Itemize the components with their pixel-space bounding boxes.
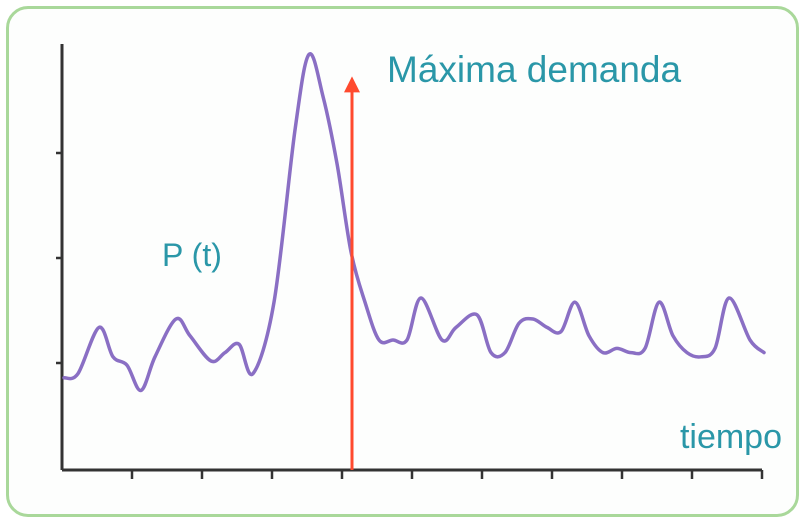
annotation-label: Máxima demanda	[387, 49, 682, 90]
peak-arrowhead	[344, 76, 360, 93]
series-label: P (t)	[162, 237, 222, 273]
demand-curve	[62, 52, 766, 393]
chart-frame	[6, 6, 799, 517]
peak-marker	[344, 76, 360, 470]
axis-ticks	[56, 151, 764, 479]
x-axis-label: tiempo	[680, 418, 782, 456]
